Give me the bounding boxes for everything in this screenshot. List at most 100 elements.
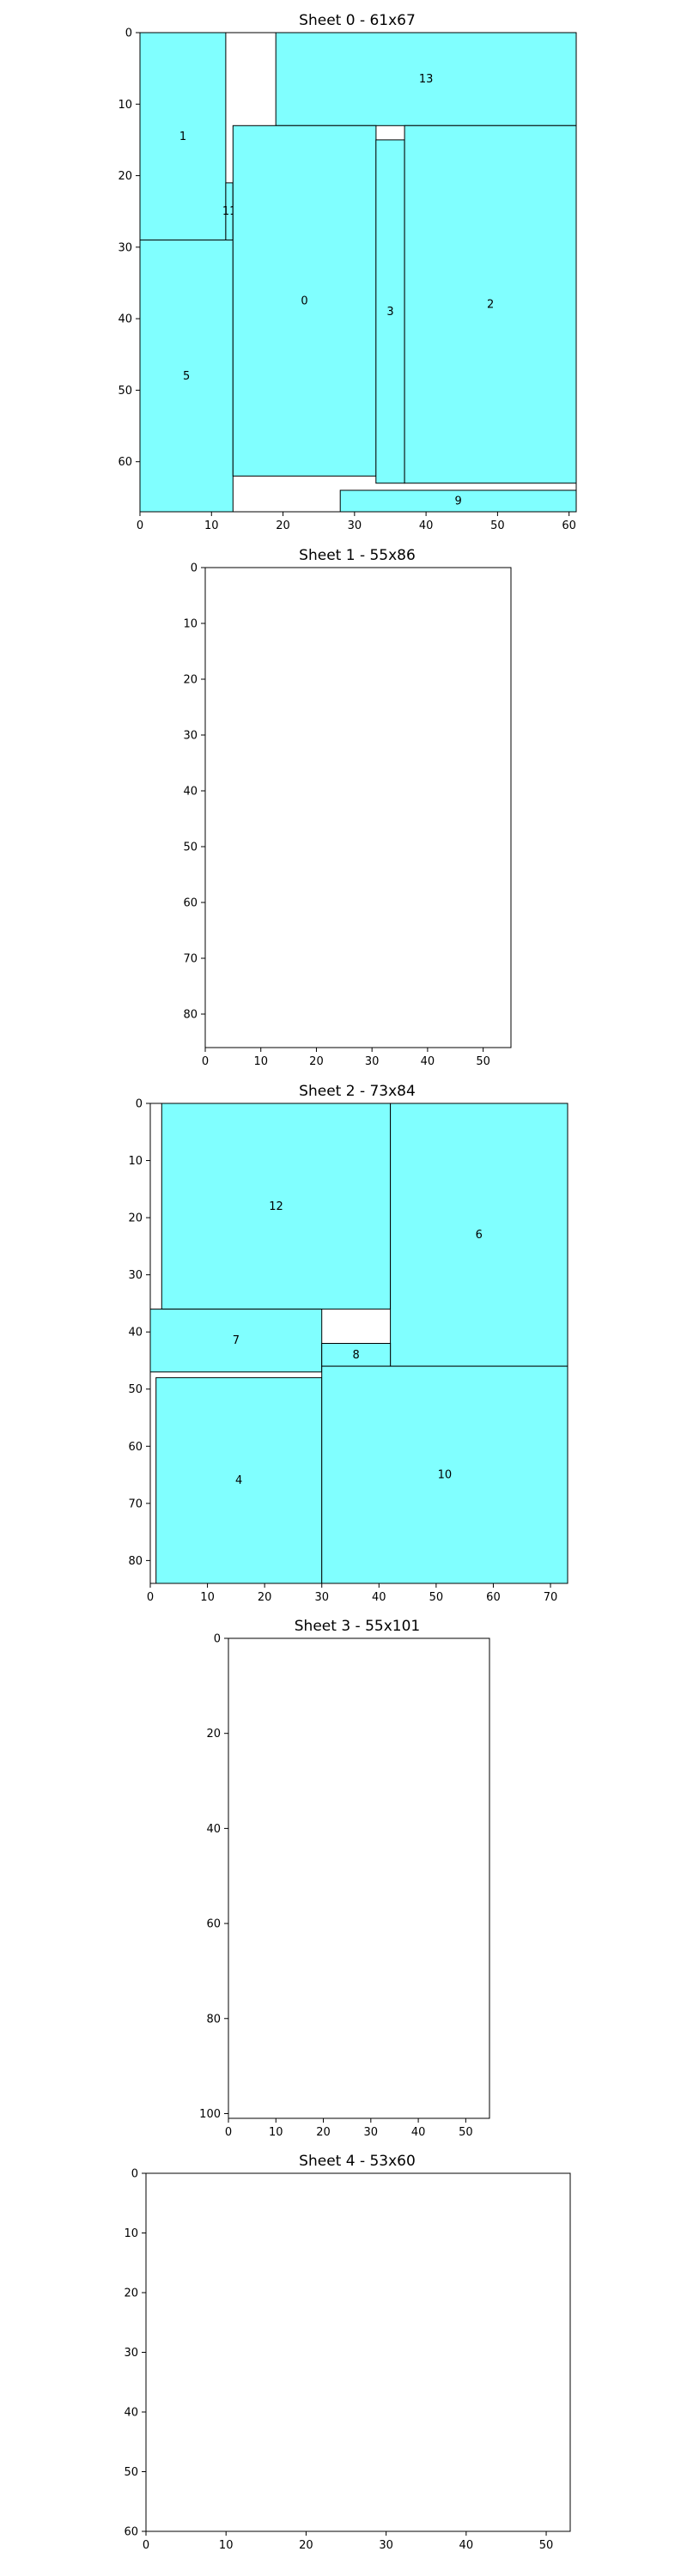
sheet-2-ytick-label-50: 50	[128, 1383, 143, 1396]
sheet-4-xtick-label-10: 10	[219, 2539, 234, 2552]
sheet-0-ytick-label-20: 20	[118, 170, 132, 183]
sheet-0-ytick-label-0: 0	[125, 27, 132, 40]
sheet-0-xtick-label-40: 40	[419, 519, 434, 532]
sheet-4-xtick-label-20: 20	[299, 2539, 313, 2552]
sheet-2-xtick-label-10: 10	[200, 1591, 215, 1604]
sheet-1-xtick-label-50: 50	[476, 1055, 490, 1068]
sheet-2-piece-label-12: 12	[269, 1200, 283, 1213]
sheet-2-xtick-label-20: 20	[258, 1591, 272, 1604]
sheet-3-ytick-label-40: 40	[206, 1823, 221, 1836]
sheet-1-ytick-label-30: 30	[183, 730, 198, 743]
sheet-0-ytick-label-10: 10	[118, 99, 132, 112]
sheet-1-panel: Sheet 1 - 55x86 0 10 20 30 40 50 0 10 20 30 40 50 60…	[183, 547, 512, 1068]
sheet-1-ytick-label-80: 80	[183, 1009, 198, 1022]
sheet-2-piece-label-7: 7	[233, 1334, 240, 1347]
sheet-1-frame	[204, 567, 512, 1048]
sheet-1-xtick-label-40: 40	[421, 1055, 435, 1068]
sheet-2-piece-7	[149, 1309, 323, 1373]
sheet-0-piece-13	[275, 32, 577, 126]
sheet-3-ytick-label-100: 100	[199, 2108, 221, 2121]
sheet-2-piece-4	[155, 1376, 323, 1584]
sheet-2-xtick-label-50: 50	[429, 1591, 444, 1604]
sheet-2-piece-label-8: 8	[353, 1349, 360, 1362]
sheet-0-xtick-label-60: 60	[562, 519, 576, 532]
sheet-3-axes: 0 10 20 30 40 50 0 20 40 60 80 100	[199, 1633, 490, 2139]
sheet-0-piece-label-9: 9	[454, 495, 461, 508]
sheet-2-ytick-label-10: 10	[128, 1155, 143, 1168]
sheet-3-xtick-label-30: 30	[364, 2126, 379, 2139]
sheet-0-xtick-label-0: 0	[137, 519, 143, 532]
sheet-2-ytick-label-60: 60	[128, 1441, 143, 1454]
sheet-0-piece-2	[404, 125, 577, 484]
sheet-0-piece-label-13: 13	[419, 73, 434, 86]
sheet-3-panel: Sheet 3 - 55x101 0 10 20 30 40 50 0 20 40 60 80 100	[199, 1618, 490, 2139]
sheet-3-ytick-label-0: 0	[214, 1633, 221, 1646]
sheet-4-ytick-label-0: 0	[131, 2168, 138, 2181]
sheet-0-piece-3	[375, 139, 405, 484]
sheet-2-ytick-label-20: 20	[128, 1212, 143, 1225]
sheet-0-piece-label-1: 1	[179, 131, 186, 143]
sheet-1-ytick-label-70: 70	[183, 953, 198, 966]
sheet-2-xtick-label-70: 70	[544, 1591, 558, 1604]
sheet-2-xtick-label-40: 40	[372, 1591, 386, 1604]
sheet-2-ytick-label-80: 80	[128, 1555, 143, 1568]
sheet-2-axes: 0 10 20 30 40 50 60 70 0 10 20 30 40 50 60 70 80	[128, 1098, 568, 1604]
sheet-0-piece-0	[232, 125, 377, 477]
sheet-1-ytick-label-50: 50	[183, 841, 198, 854]
sheet-2-piece-label-4: 4	[235, 1474, 242, 1487]
sheet-4-xtick-label-50: 50	[539, 2539, 554, 2552]
sheet-3-xtick-label-10: 10	[269, 2126, 283, 2139]
sheet-3-xtick-label-20: 20	[316, 2126, 331, 2139]
sheet-4-xtick-label-0: 0	[143, 2539, 149, 2552]
sheet-4-axes: 0 10 20 30 40 50 0 10 20 30 40 50 60	[124, 2168, 571, 2552]
sheet-0-xtick-label-10: 10	[204, 519, 219, 532]
sheet-2-piece-6	[390, 1103, 568, 1367]
sheet-2-title: Sheet 2 - 73x84	[299, 1083, 416, 1100]
sheet-3-title: Sheet 3 - 55x101	[295, 1618, 420, 1635]
sheet-2-ytick-label-30: 30	[128, 1269, 143, 1282]
sheet-1-xtick-label-30: 30	[365, 1055, 380, 1068]
sheet-1-ytick-label-40: 40	[183, 786, 198, 799]
sheet-1-axes: 0 10 20 30 40 50 0 10 20 30 40 50 60 70 80	[183, 562, 512, 1068]
sheet-1-title: Sheet 1 - 55x86	[299, 547, 416, 564]
sheet-0-ytick-label-30: 30	[118, 241, 132, 254]
sheet-4-xtick-label-40: 40	[459, 2539, 474, 2552]
sheet-3-xtick-label-40: 40	[411, 2126, 426, 2139]
sheet-0-ytick-label-60: 60	[118, 456, 132, 469]
sheet-2-frame	[149, 1103, 568, 1584]
sheet-4-ytick-label-50: 50	[124, 2466, 138, 2479]
sheet-2-ytick-label-70: 70	[128, 1498, 143, 1510]
sheet-0-title: Sheet 0 - 61x67	[299, 12, 416, 29]
sheet-2-piece-8	[321, 1343, 392, 1367]
sheet-4-ytick-label-60: 60	[124, 2526, 138, 2539]
sheet-3-frame	[228, 1637, 490, 2119]
sheet-0-piece-5	[139, 240, 234, 513]
sheet-3-xtick-label-0: 0	[225, 2126, 232, 2139]
sheet-0-xtick-label-50: 50	[490, 519, 505, 532]
sheet-1-ytick-label-10: 10	[183, 618, 198, 631]
sheet-0-ytick-label-40: 40	[118, 313, 132, 326]
sheet-4-ytick-label-10: 10	[124, 2227, 138, 2240]
sheet-3-ytick-label-80: 80	[206, 2013, 221, 2026]
sheet-1-xtick-label-20: 20	[309, 1055, 324, 1068]
sheet-0-piece-label-0: 0	[301, 295, 307, 307]
sheet-4-ytick-label-40: 40	[124, 2407, 138, 2420]
sheet-4-xtick-label-30: 30	[379, 2539, 393, 2552]
sheet-0-xtick-label-30: 30	[348, 519, 362, 532]
sheet-0-piece-1	[139, 32, 227, 240]
sheet-2-xtick-label-0: 0	[147, 1591, 154, 1604]
sheet-2-piece-10	[321, 1365, 568, 1584]
sheet-2-piece-label-6: 6	[476, 1229, 483, 1242]
sheet-2-xtick-label-30: 30	[314, 1591, 329, 1604]
sheet-3-ytick-label-20: 20	[206, 1728, 221, 1741]
sheet-0-xtick-label-20: 20	[276, 519, 290, 532]
sheet-1-ytick-label-0: 0	[191, 562, 198, 575]
sheet-4-frame	[145, 2172, 571, 2532]
sheet-0-piece-label-5: 5	[183, 370, 190, 383]
sheet-0-piece-label-2: 2	[487, 299, 494, 312]
sheet-4-ytick-label-30: 30	[124, 2347, 138, 2360]
